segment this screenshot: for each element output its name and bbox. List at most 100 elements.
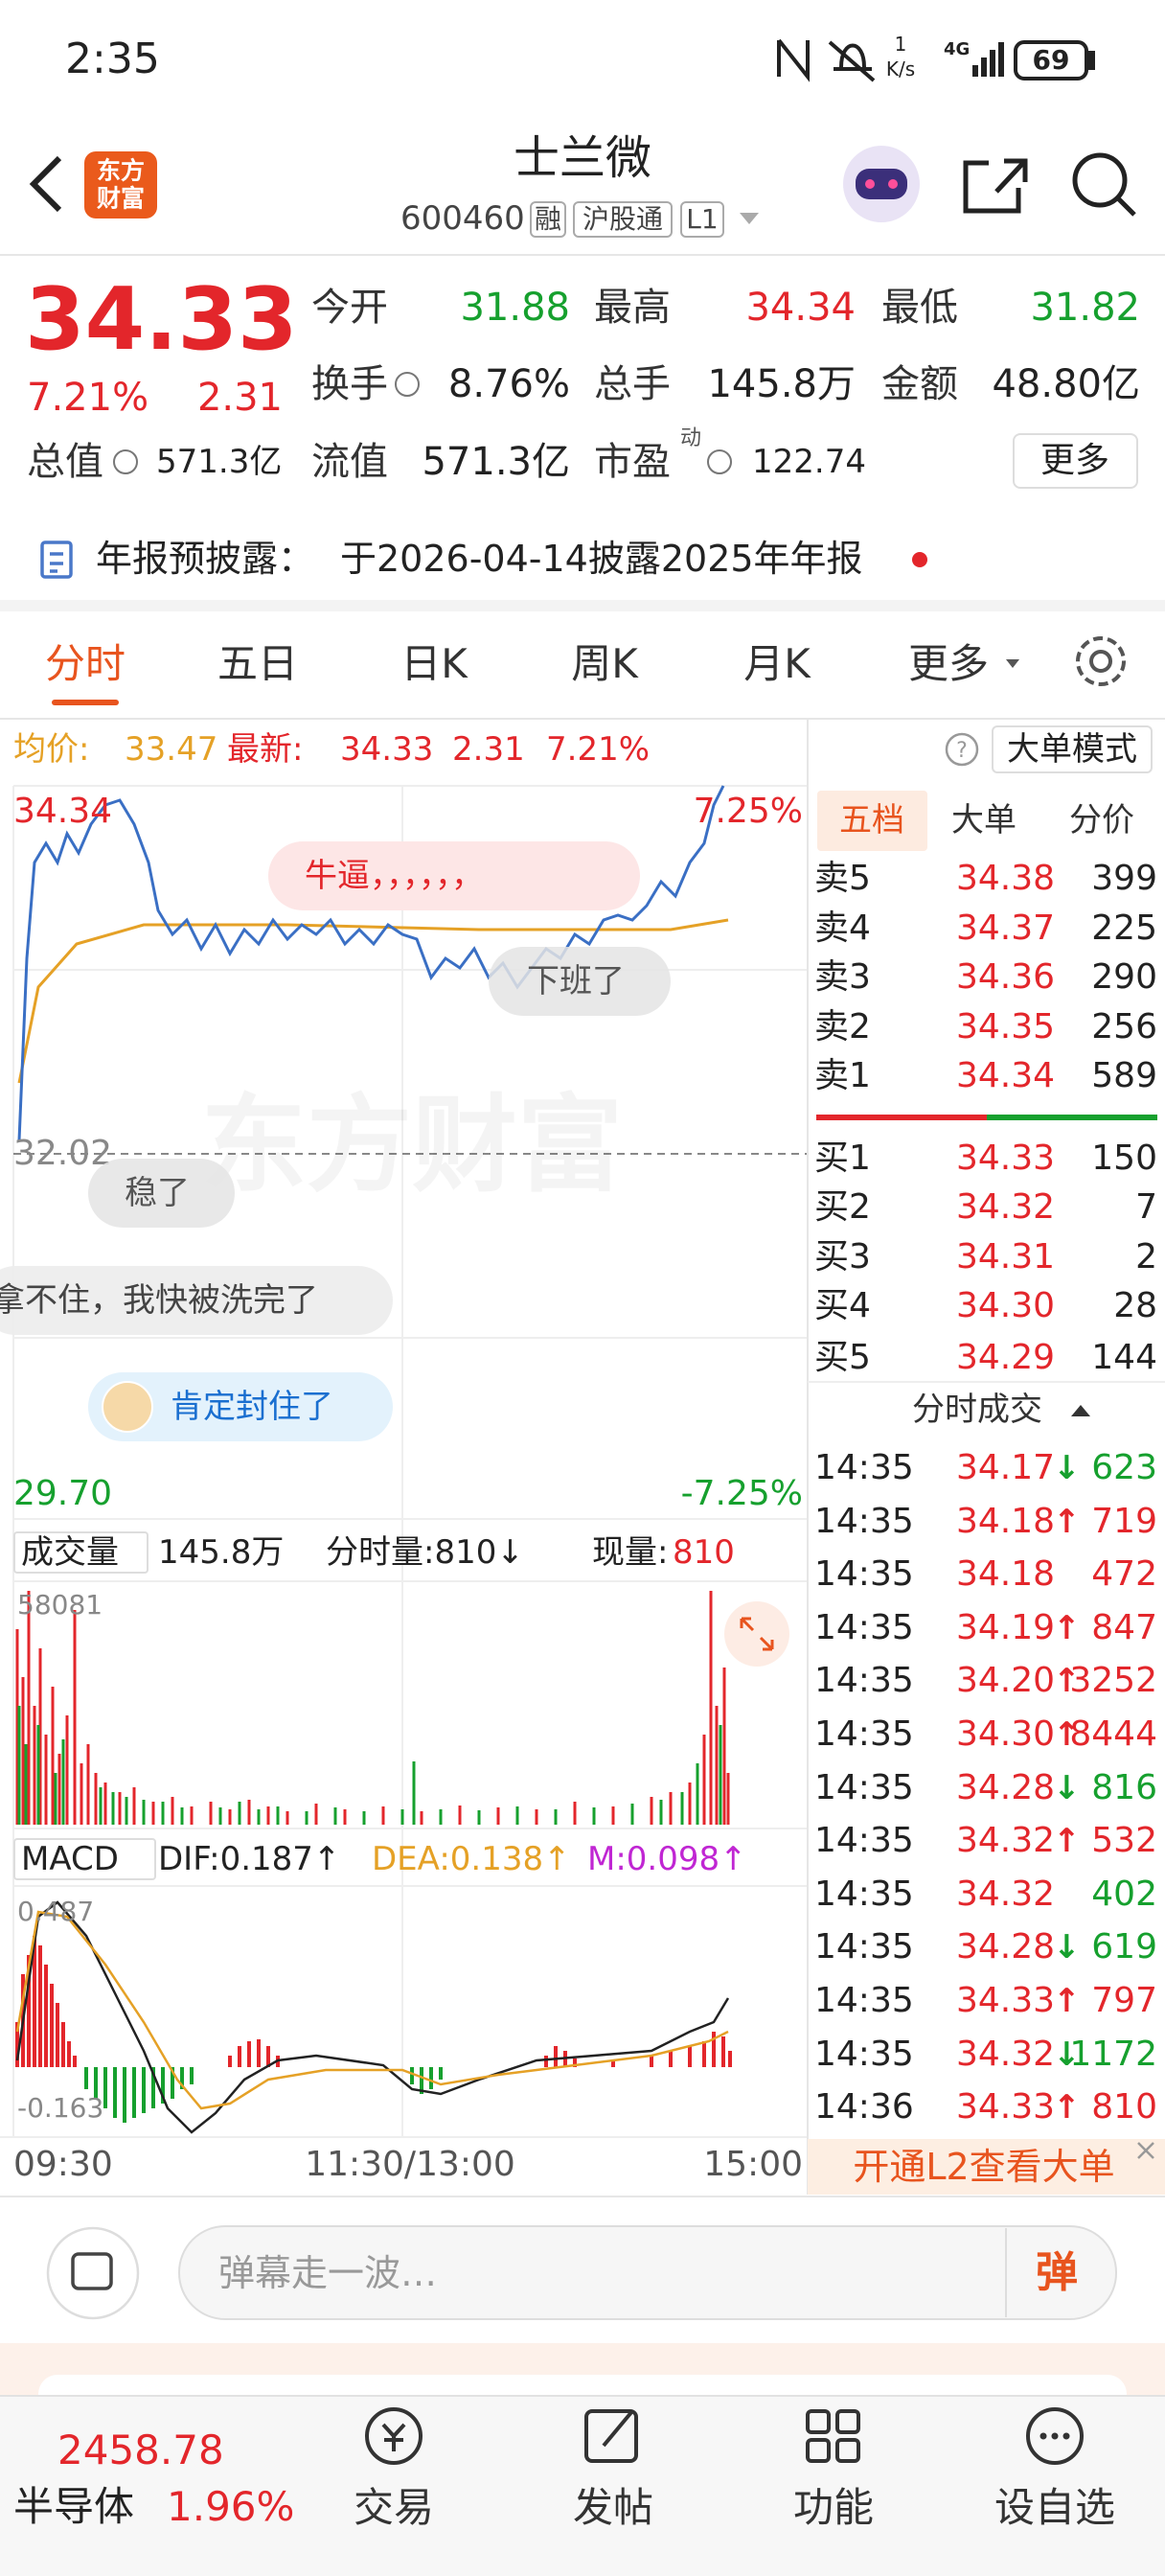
stat-label: 金额 xyxy=(881,362,958,406)
trades-title: 分时成交 xyxy=(912,1391,1042,1429)
axis-high: 34.34 xyxy=(13,792,113,831)
tab[interactable]: 分时 xyxy=(44,640,126,687)
danmaku-text: 下班了 xyxy=(527,962,625,1000)
stock-name: 士兰微 xyxy=(513,131,652,185)
notice-dot xyxy=(912,552,927,567)
volume-selector[interactable] xyxy=(13,1531,148,1574)
book-vol: 144 xyxy=(1091,1338,1157,1377)
axis-base: 32.02 xyxy=(13,1134,113,1173)
info-icon[interactable] xyxy=(395,372,420,397)
close-icon[interactable] xyxy=(1137,2142,1154,2159)
more-dots xyxy=(1062,2432,1070,2440)
danmaku-input[interactable] xyxy=(178,2225,1117,2320)
tab[interactable]: 五日 xyxy=(217,640,299,687)
trade-dir: ↑ xyxy=(1053,1502,1081,1541)
trade-dir: ↓ xyxy=(1053,2035,1081,2074)
trade-time: 14:35 xyxy=(814,2034,914,2074)
info-icon[interactable] xyxy=(707,449,732,474)
danmaku-settings[interactable] xyxy=(46,2226,140,2320)
book-price: 34.31 xyxy=(956,1237,1056,1276)
sort-caret xyxy=(1071,1405,1090,1416)
help-icon[interactable] xyxy=(945,732,979,767)
danmaku-text: 牛逼，，，，，， xyxy=(305,857,484,895)
search-icon[interactable] xyxy=(1072,152,1136,217)
trade-time: 14:35 xyxy=(814,1607,914,1647)
stat-label: 市盈 xyxy=(594,440,671,484)
more-button[interactable] xyxy=(1013,433,1138,489)
tag-box xyxy=(680,201,724,238)
book-vol: 290 xyxy=(1091,957,1157,997)
stat-label: 总值 xyxy=(27,440,103,484)
nav-icons xyxy=(602,2409,634,2448)
trade-time: 14:35 xyxy=(814,1448,914,1487)
avg-label: 均价: xyxy=(13,730,90,769)
info-icon[interactable] xyxy=(113,449,138,474)
book-tab[interactable]: 五档 xyxy=(839,801,904,840)
danmaku-bubble xyxy=(0,1266,393,1335)
l2-banner[interactable] xyxy=(808,2139,1165,2195)
price-line xyxy=(17,785,725,1141)
nav-icons xyxy=(806,2438,831,2463)
macd-min: -0.163 xyxy=(17,2092,104,2124)
book-vol: 256 xyxy=(1091,1007,1157,1046)
volume-bars-up xyxy=(15,1591,730,1825)
logo: 东方财富 xyxy=(96,156,145,212)
expand-button[interactable] xyxy=(724,1601,789,1667)
axis-low: 29.70 xyxy=(13,1474,113,1513)
trade-price: 34.32 xyxy=(956,2034,1056,2074)
net-speed: 1 xyxy=(894,33,907,56)
trade-vol: 472 xyxy=(1091,1554,1157,1595)
tag: 沪股通 xyxy=(582,203,664,235)
trade-dir: ↓ xyxy=(1053,1449,1081,1487)
trade-vol: 532 xyxy=(1091,1821,1157,1861)
tab[interactable]: 日K xyxy=(400,640,468,687)
trade-dir: ↑ xyxy=(1053,1715,1081,1754)
trade-vol: 797 xyxy=(1091,1981,1157,2020)
nav-item[interactable]: 交易 xyxy=(353,2484,435,2531)
nav-item[interactable]: 发帖 xyxy=(572,2484,654,2531)
time-label: 09:30 xyxy=(13,2145,113,2184)
macd-max: 0.487 xyxy=(17,1896,95,1927)
nav-item[interactable]: 功能 xyxy=(792,2484,875,2531)
input-placeholder[interactable]: 弹幕走一波… xyxy=(218,2252,438,2294)
time-label: 15:00 xyxy=(703,2145,803,2184)
stat-label: 流值 xyxy=(311,440,388,484)
status-icons xyxy=(777,38,1095,82)
l2-text[interactable]: 开通L2查看大单 xyxy=(853,2146,1115,2188)
tab[interactable]: 更多 xyxy=(907,640,990,687)
trade-price: 34.30 xyxy=(956,1714,1056,1754)
help-mark: ? xyxy=(956,739,968,763)
tab[interactable]: 周K xyxy=(571,640,638,687)
more-dots xyxy=(1039,2432,1047,2440)
nav-icons xyxy=(365,2407,1084,2465)
more-label[interactable]: 更多 xyxy=(1039,441,1110,480)
mode-button[interactable] xyxy=(992,725,1153,773)
danmaku-button[interactable]: 弹 xyxy=(1036,2248,1078,2297)
nav-icons xyxy=(835,2438,860,2463)
price: 34.33 xyxy=(25,269,298,370)
dif-line xyxy=(15,1900,730,2134)
stock-code: 600460 xyxy=(400,199,525,238)
network: 4G xyxy=(944,39,971,59)
nav-item[interactable]: 设自选 xyxy=(994,2484,1116,2531)
change: 2.31 xyxy=(196,376,283,420)
share-icon[interactable] xyxy=(963,158,1028,214)
watermark: 东方财富 xyxy=(201,1092,623,1198)
tab[interactable]: 月K xyxy=(743,640,811,687)
settings-icon[interactable] xyxy=(1076,636,1126,686)
book-tab[interactable]: 大单 xyxy=(951,801,1017,840)
trade-price: 34.20 xyxy=(956,1661,1056,1701)
macd-selector[interactable] xyxy=(13,1838,156,1880)
stat-value: 145.8万 xyxy=(707,362,856,406)
book-vol: 150 xyxy=(1091,1138,1157,1178)
stat-value: 8.76% xyxy=(447,362,570,406)
trade-vol: 816 xyxy=(1091,1767,1157,1807)
book-tab[interactable]: 分价 xyxy=(1069,801,1134,840)
latest-pct: 7.21% xyxy=(546,730,651,769)
back-icon[interactable] xyxy=(29,155,62,213)
mode-label[interactable]: 大单模式 xyxy=(1007,730,1137,769)
signal xyxy=(998,42,1004,77)
trade-time: 14:35 xyxy=(814,1927,914,1967)
dropdown-caret xyxy=(1006,659,1019,668)
